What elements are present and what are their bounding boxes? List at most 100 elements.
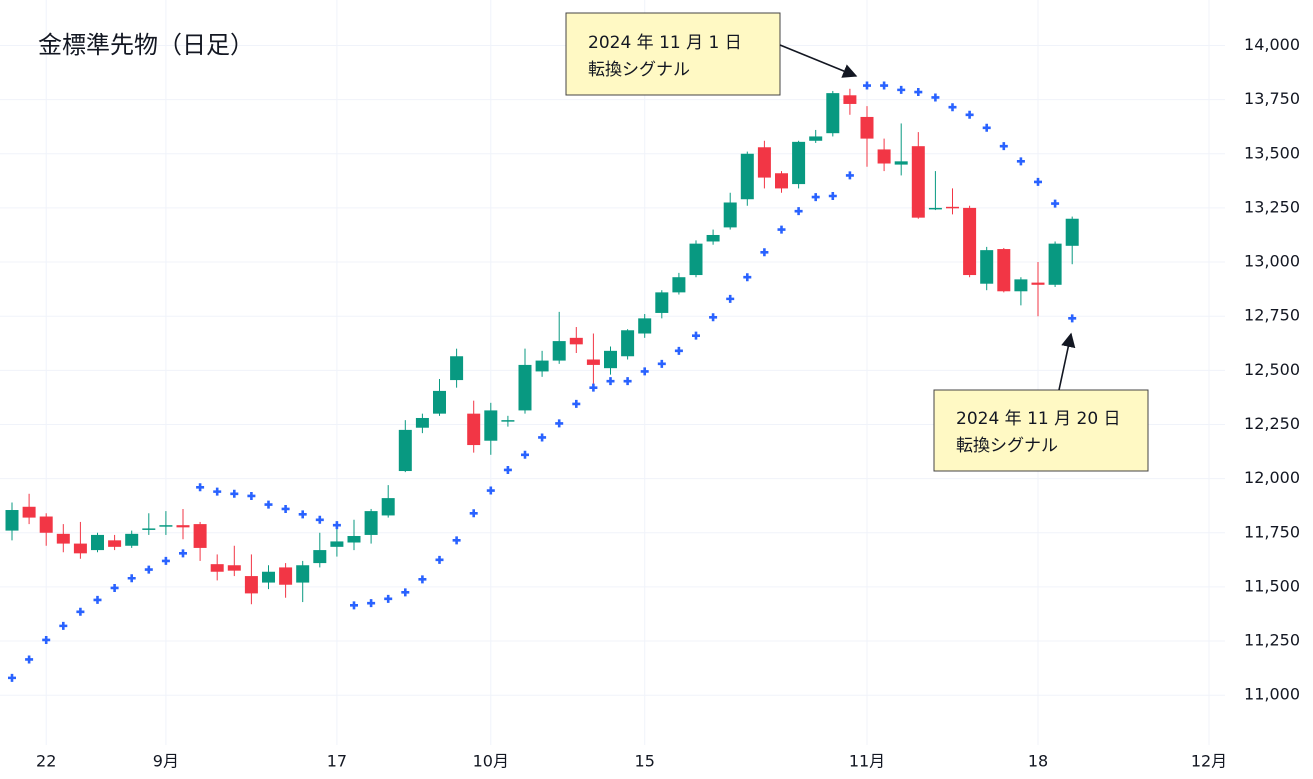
candle-body bbox=[689, 243, 703, 276]
candle-body bbox=[860, 116, 874, 139]
candle-body bbox=[706, 234, 720, 242]
x-tick-label: 12月 bbox=[1191, 752, 1227, 771]
candle-body bbox=[569, 337, 583, 345]
sar-point bbox=[76, 607, 85, 616]
sar-point bbox=[657, 359, 666, 368]
candle-body bbox=[843, 95, 857, 104]
x-tick-label: 18 bbox=[1028, 752, 1048, 771]
sar-point bbox=[674, 346, 683, 355]
candle-body bbox=[364, 511, 378, 535]
candle-body bbox=[552, 341, 566, 361]
y-tick-label: 11,500 bbox=[1244, 576, 1300, 595]
sar-point bbox=[469, 509, 478, 518]
candle-body bbox=[296, 565, 310, 583]
annotation: 2024 年 11 月 1 日 転換シグナル bbox=[565, 12, 858, 96]
sar-point bbox=[623, 377, 632, 386]
sar-point bbox=[726, 294, 735, 303]
candle-body bbox=[193, 524, 207, 548]
x-tick-label: 10月 bbox=[473, 752, 509, 771]
sar-point bbox=[264, 500, 273, 509]
candle-body bbox=[535, 360, 549, 372]
sar-point bbox=[1034, 177, 1042, 186]
candle-body bbox=[723, 202, 737, 228]
y-tick-label: 13,750 bbox=[1244, 89, 1300, 108]
y-tick-label: 13,250 bbox=[1244, 197, 1300, 216]
candle-body bbox=[398, 429, 412, 472]
sar-point bbox=[127, 574, 136, 583]
y-tick-label: 13,500 bbox=[1244, 143, 1300, 162]
sar-point bbox=[179, 549, 187, 558]
sar-point bbox=[384, 594, 393, 603]
y-tick-label: 11,000 bbox=[1244, 685, 1300, 704]
candle-body bbox=[159, 525, 173, 527]
sar-point bbox=[845, 171, 854, 180]
sar-point bbox=[709, 313, 718, 322]
sar-point bbox=[298, 510, 307, 519]
candle-body bbox=[142, 528, 156, 530]
axes: 11,000 11,250 11,500 11,750 12,000 12,250 12,5… bbox=[36, 35, 1300, 771]
sar-point bbox=[589, 383, 598, 392]
x-tick-label: 11月 bbox=[849, 752, 885, 771]
sar-point bbox=[931, 93, 940, 102]
sar-point bbox=[93, 595, 102, 604]
y-tick-label: 14,000 bbox=[1244, 35, 1300, 54]
sar-point bbox=[572, 399, 581, 408]
sar-point bbox=[1016, 157, 1025, 166]
sar-point bbox=[794, 207, 803, 216]
candle-body bbox=[279, 567, 293, 585]
sar-point bbox=[281, 504, 290, 513]
candle-body bbox=[484, 410, 498, 441]
y-tick-label: 12,250 bbox=[1244, 414, 1300, 433]
candle-body bbox=[946, 206, 959, 209]
x-tick-label: 17 bbox=[327, 752, 347, 771]
candle-body bbox=[1014, 279, 1028, 292]
sar-point bbox=[521, 450, 529, 459]
candle-body bbox=[826, 93, 840, 134]
sar-point bbox=[863, 81, 871, 90]
candle-body bbox=[210, 564, 224, 572]
candle-body bbox=[125, 533, 139, 546]
candle-body bbox=[604, 350, 617, 369]
candle-body bbox=[638, 318, 652, 334]
annotation-text: 2024 年 11 月 20 日 bbox=[956, 409, 1121, 429]
y-tick-label: 11,250 bbox=[1244, 631, 1300, 650]
candle-body bbox=[963, 207, 977, 276]
annotation: 2024 年 11 月 20 日 転換シグナル bbox=[933, 332, 1149, 472]
sar-point bbox=[161, 556, 170, 565]
candle-body bbox=[450, 356, 464, 381]
annotation-text: 転換シグナル bbox=[956, 436, 1058, 456]
chart-title: 金標準先物（日足） bbox=[38, 31, 254, 59]
candle-body bbox=[809, 136, 823, 141]
candle-body bbox=[1048, 243, 1062, 285]
candle-body bbox=[1031, 282, 1045, 285]
sar-point bbox=[350, 601, 358, 610]
y-tick-label: 12,750 bbox=[1244, 306, 1300, 325]
candle-body bbox=[91, 534, 104, 551]
x-tick-label: 15 bbox=[635, 752, 655, 771]
sar-point bbox=[401, 588, 410, 597]
candle-body bbox=[672, 277, 686, 293]
grid bbox=[0, 0, 1225, 745]
candle-body bbox=[39, 516, 53, 533]
candle-body bbox=[980, 250, 994, 284]
candle-body bbox=[108, 540, 122, 547]
sar-point bbox=[230, 489, 239, 498]
sar-point bbox=[897, 85, 906, 94]
sar-point bbox=[692, 331, 700, 340]
sar-point bbox=[880, 81, 889, 90]
candle-body bbox=[586, 359, 600, 365]
candle-body bbox=[757, 147, 771, 178]
sar-point bbox=[196, 483, 205, 492]
sar-point bbox=[555, 419, 564, 428]
sar-point bbox=[247, 491, 256, 500]
y-tick-label: 13,000 bbox=[1244, 252, 1300, 271]
candle-body bbox=[1065, 218, 1079, 246]
candle-body bbox=[911, 146, 925, 218]
sar-point bbox=[743, 273, 752, 282]
candle-body bbox=[313, 550, 327, 564]
candle-body bbox=[347, 536, 361, 543]
candle-body bbox=[467, 413, 481, 446]
candle-body bbox=[518, 364, 532, 411]
plot-area bbox=[5, 81, 1079, 682]
